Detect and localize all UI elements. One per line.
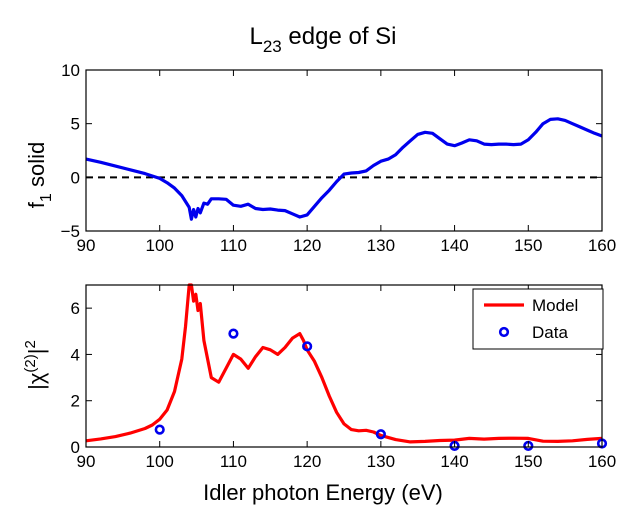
bottom-y-ticks: 0 2 4 6 xyxy=(71,299,602,457)
bottom-x-ticks: 90 100 110 120 130 140 150 160 xyxy=(77,285,616,471)
top-x-tick-label: 120 xyxy=(293,236,321,255)
legend-data-label: Data xyxy=(532,323,568,342)
data-point xyxy=(375,429,386,440)
top-x-tick-label: 140 xyxy=(440,236,468,255)
top-x-tick-label: 110 xyxy=(220,236,247,255)
bottom-x-tick-label: 120 xyxy=(293,452,321,471)
top-y-tick-label: −5 xyxy=(61,222,80,241)
top-y-tick-label: 10 xyxy=(61,61,80,80)
top-x-ticks: 90 100 110 120 130 140 150 160 xyxy=(77,70,616,255)
legend-box xyxy=(472,288,604,350)
top-x-tick-label: 160 xyxy=(588,236,616,255)
bottom-x-tick-label: 90 xyxy=(77,452,96,471)
model-series-line xyxy=(85,283,603,444)
legend: Model Data xyxy=(472,288,604,350)
bottom-axes-frame xyxy=(85,284,603,448)
bottom-x-tick-label: 150 xyxy=(514,452,542,471)
bottom-x-tick-label: 100 xyxy=(146,452,174,471)
bottom-x-tick-label: 160 xyxy=(588,452,616,471)
bottom-y-axis-label: |χ(2)|2 xyxy=(22,340,49,390)
bottom-x-tick-label: 110 xyxy=(220,452,247,471)
top-axes-frame xyxy=(85,69,603,232)
top-x-tick-label: 150 xyxy=(514,236,542,255)
chart-title: L23 edge of Si xyxy=(249,23,396,56)
panel-chi2: 90 100 110 120 130 140 150 160 0 2 4 6 |χ(2)|2 Idl… xyxy=(22,283,616,505)
top-x-tick-label: 130 xyxy=(367,236,395,255)
bottom-x-tick-label: 140 xyxy=(440,452,468,471)
bottom-x-tick-label: 130 xyxy=(367,452,395,471)
data-point xyxy=(228,328,239,339)
f1-series-line xyxy=(85,117,603,221)
top-y-tick-label: 5 xyxy=(71,115,80,134)
bottom-y-tick-label: 4 xyxy=(71,345,80,364)
bottom-y-tick-label: 0 xyxy=(71,438,80,457)
legend-model-label: Model xyxy=(532,296,578,315)
legend-data-swatch xyxy=(498,326,510,338)
top-y-ticks: −5 0 5 10 xyxy=(61,61,602,241)
top-y-axis-label: f1 solid xyxy=(24,142,55,208)
bottom-y-tick-label: 6 xyxy=(71,299,80,318)
data-point xyxy=(302,341,313,352)
data-point xyxy=(154,424,165,435)
top-x-tick-label: 100 xyxy=(146,236,174,255)
x-axis-label: Idler photon Energy (eV) xyxy=(203,480,443,505)
bottom-y-tick-label: 2 xyxy=(71,392,80,411)
top-y-tick-label: 0 xyxy=(71,168,80,187)
panel-f1: 90 100 110 120 130 140 150 160 −5 0 5 10 f1 solid xyxy=(24,61,616,255)
top-x-tick-label: 90 xyxy=(77,236,96,255)
